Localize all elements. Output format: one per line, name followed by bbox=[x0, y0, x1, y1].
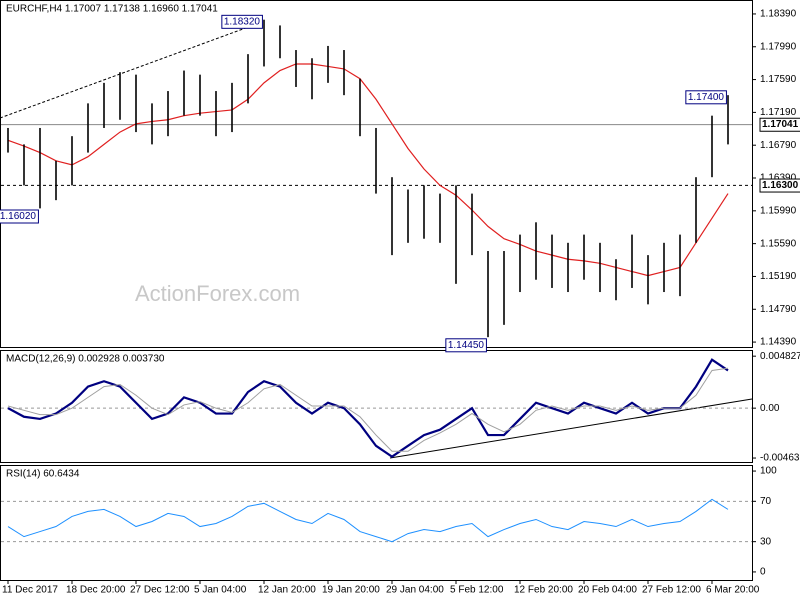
label-box bbox=[759, 117, 800, 132]
level-label: 1.17041 bbox=[762, 119, 799, 130]
label-box bbox=[759, 178, 800, 193]
x-tick-label: 6 Mar 20:00 bbox=[706, 585, 760, 596]
y-tick-label: 1.15590 bbox=[760, 238, 797, 249]
x-tick-label: 5 Jan 04:00 bbox=[194, 585, 247, 596]
y-tick-label: 1.17990 bbox=[760, 41, 797, 52]
price-annotation: 1.17400 bbox=[688, 92, 725, 103]
trend-line bbox=[389, 398, 753, 459]
label-box bbox=[445, 338, 487, 353]
y-tick-label: 1.15190 bbox=[760, 271, 797, 282]
y-tick-label: 1.16390 bbox=[760, 173, 797, 184]
watermark: ActionForex.com bbox=[135, 281, 300, 306]
x-tick-label: 27 Dec 12:00 bbox=[130, 585, 190, 596]
panel-title: MACD(12,26,9) 0.002928 0.003730 bbox=[6, 354, 165, 365]
x-tick-label: 5 Feb 12:00 bbox=[450, 585, 504, 596]
y-tick-label: 30 bbox=[760, 536, 772, 547]
x-tick-label: 27 Feb 12:00 bbox=[642, 585, 701, 596]
indicator-line bbox=[7, 498, 729, 543]
y-tick-label: 1.14390 bbox=[760, 337, 797, 348]
y-tick-label: 1.15990 bbox=[760, 205, 797, 216]
trend-line bbox=[0, 21, 263, 119]
label-box bbox=[221, 14, 263, 29]
y-tick-label: 1.16790 bbox=[760, 140, 797, 151]
indicator-line bbox=[7, 367, 729, 452]
rsi-panel bbox=[0, 465, 753, 581]
x-tick-label: 18 Dec 20:00 bbox=[66, 585, 126, 596]
indicator-line bbox=[7, 358, 729, 458]
panel-title: EURCHF,H4 1.17007 1.17138 1.16960 1.1704… bbox=[6, 4, 218, 15]
x-tick-label: 20 Feb 04:00 bbox=[578, 585, 637, 596]
label-box bbox=[685, 90, 727, 105]
level-label: 1.16300 bbox=[762, 180, 799, 191]
x-tick-label: 12 Feb 20:00 bbox=[514, 585, 573, 596]
y-tick-label: 1.18390 bbox=[760, 9, 797, 20]
x-tick-label: 12 Jan 20:00 bbox=[258, 585, 316, 596]
y-tick-label: 1.17190 bbox=[760, 107, 797, 118]
x-tick-label: 11 Dec 2017 bbox=[2, 585, 58, 596]
panel-title: RSI(14) 60.6434 bbox=[6, 469, 80, 480]
y-tick-label: 1.17590 bbox=[760, 74, 797, 85]
y-tick-label: 0.00 bbox=[760, 403, 780, 414]
moving-average bbox=[7, 63, 729, 277]
x-tick-label: 19 Jan 20:00 bbox=[322, 585, 380, 596]
y-tick-label: 100 bbox=[760, 466, 777, 477]
y-tick-label: 70 bbox=[760, 496, 772, 507]
y-tick-label: 0 bbox=[760, 567, 766, 578]
x-tick-label: 29 Jan 04:00 bbox=[386, 585, 444, 596]
price-annotation: 1.14450 bbox=[448, 340, 485, 351]
label-box bbox=[0, 209, 39, 224]
y-tick-label: 1.14790 bbox=[760, 304, 797, 315]
price-panel bbox=[0, 0, 753, 348]
price-annotation: 1.16020 bbox=[0, 211, 36, 222]
price-annotation: 1.18320 bbox=[224, 16, 261, 27]
y-tick-label: -0.004632 bbox=[760, 453, 800, 464]
y-tick-label: 0.004827 bbox=[760, 351, 800, 362]
macd-panel bbox=[0, 350, 753, 463]
